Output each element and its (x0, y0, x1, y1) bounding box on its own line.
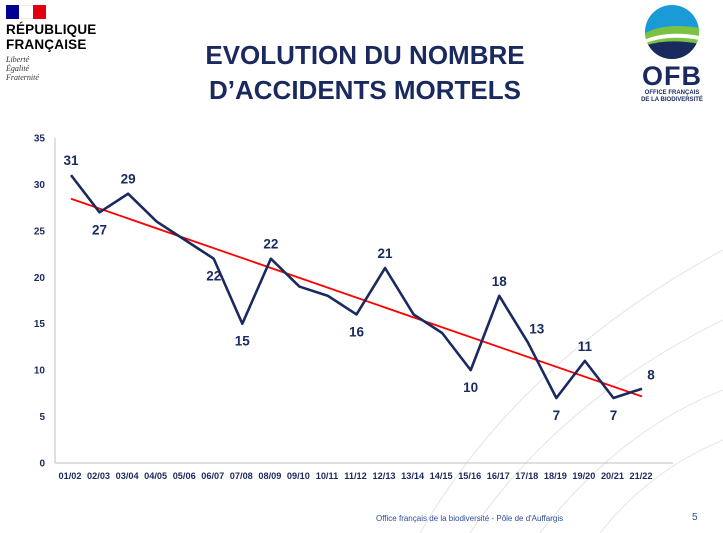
title-line-2: D’ACCIDENTS MORTELS (209, 75, 521, 105)
ofb-emblem-icon (645, 5, 699, 59)
title-line-1: EVOLUTION DU NOMBRE (205, 40, 525, 70)
data-label: 15 (235, 334, 251, 349)
ofb-subtitle-2: DE LA BIODIVERSITÉ (641, 97, 703, 103)
x-tick-label: 10/11 (316, 471, 338, 481)
flag-icon (6, 5, 46, 19)
x-tick-label: 17/18 (515, 471, 538, 481)
trendline-path (70, 197, 643, 398)
data-label: 7 (553, 408, 561, 423)
rf-motto-fraternite: Fraternité (6, 73, 39, 82)
x-tick-label: 21/22 (630, 471, 653, 481)
data-label: 8 (647, 368, 655, 383)
data-label: 10 (463, 380, 478, 395)
ofb-logo: OFB OFFICE FRANÇAIS DE LA BIODIVERSITÉ (628, 4, 716, 104)
page-title: EVOLUTION DU NOMBRE D’ACCIDENTS MORTELS (150, 38, 580, 108)
x-axis-ticks: 01/02 02/03 03/04 04/05 05/06 06/07 07/08 08/09… (59, 471, 653, 481)
y-tick-label: 30 (34, 180, 46, 191)
data-label: 31 (63, 153, 79, 168)
data-labels: 31 27 29 22 15 22 16 21 10 18 13 7 11 7 8 (63, 153, 655, 423)
x-tick-label: 20/21 (601, 471, 624, 481)
rf-motto: Liberté Égalité Fraternité (6, 55, 126, 82)
data-label: 22 (263, 237, 278, 252)
chart-axes (54, 138, 673, 464)
data-label: 13 (529, 321, 545, 336)
x-tick-label: 16/17 (487, 471, 510, 481)
x-tick-label: 13/14 (401, 471, 425, 481)
data-label: 7 (610, 408, 618, 423)
x-tick-label: 12/13 (373, 471, 396, 481)
trendline (70, 197, 643, 398)
x-tick-label: 08/09 (258, 471, 281, 481)
rf-motto-liberte: Liberté (6, 55, 30, 64)
data-label: 22 (206, 269, 221, 284)
data-label: 21 (378, 246, 394, 261)
x-tick-label: 18/19 (544, 471, 567, 481)
x-tick-label: 09/10 (287, 471, 310, 481)
x-tick-label: 05/06 (173, 471, 196, 481)
series-line (69, 174, 643, 400)
footer-text: Office français de la biodiversité - Pôl… (376, 514, 564, 523)
decor-curve-2 (539, 389, 723, 533)
x-tick-label: 19/20 (572, 471, 595, 481)
y-tick-label: 5 (39, 412, 45, 423)
x-tick-label: 07/08 (230, 471, 253, 481)
ofb-wordmark: OFB (642, 61, 702, 91)
data-label: 27 (92, 222, 107, 237)
data-label: 11 (578, 339, 593, 354)
rf-name: RÉPUBLIQUE FRANÇAISE (6, 22, 126, 52)
x-tick-label: 04/05 (144, 471, 167, 481)
republique-francaise-logo: RÉPUBLIQUE FRANÇAISE Liberté Égalité Fra… (6, 5, 126, 82)
x-tick-label: 03/04 (116, 471, 140, 481)
series-line-path (69, 174, 643, 400)
data-label: 29 (121, 172, 136, 187)
rf-name-line2: FRANÇAISE (6, 37, 87, 52)
y-axis-ticks: 0 5 10 15 20 25 30 35 (34, 134, 46, 470)
y-tick-label: 35 (34, 134, 46, 145)
x-tick-label: 11/12 (344, 471, 366, 481)
x-tick-label: 14/15 (430, 471, 453, 481)
y-tick-label: 0 (39, 459, 45, 470)
y-tick-label: 15 (34, 319, 46, 330)
x-tick-label: 06/07 (201, 471, 224, 481)
rf-name-line1: RÉPUBLIQUE (6, 22, 97, 37)
decor-curve-1 (469, 319, 723, 533)
data-label: 16 (349, 324, 365, 339)
data-label: 18 (492, 274, 508, 289)
y-tick-label: 20 (34, 273, 46, 284)
x-tick-label: 15/16 (458, 471, 481, 481)
x-tick-label: 01/02 (59, 471, 82, 481)
ofb-subtitle-1: OFFICE FRANÇAIS (644, 90, 700, 96)
page-number: 5 (692, 512, 698, 523)
rf-motto-egalite: Égalité (6, 64, 30, 73)
x-tick-label: 02/03 (87, 471, 110, 481)
decor-curve-3 (599, 439, 723, 533)
y-tick-label: 10 (34, 366, 46, 377)
y-tick-label: 25 (34, 226, 46, 237)
